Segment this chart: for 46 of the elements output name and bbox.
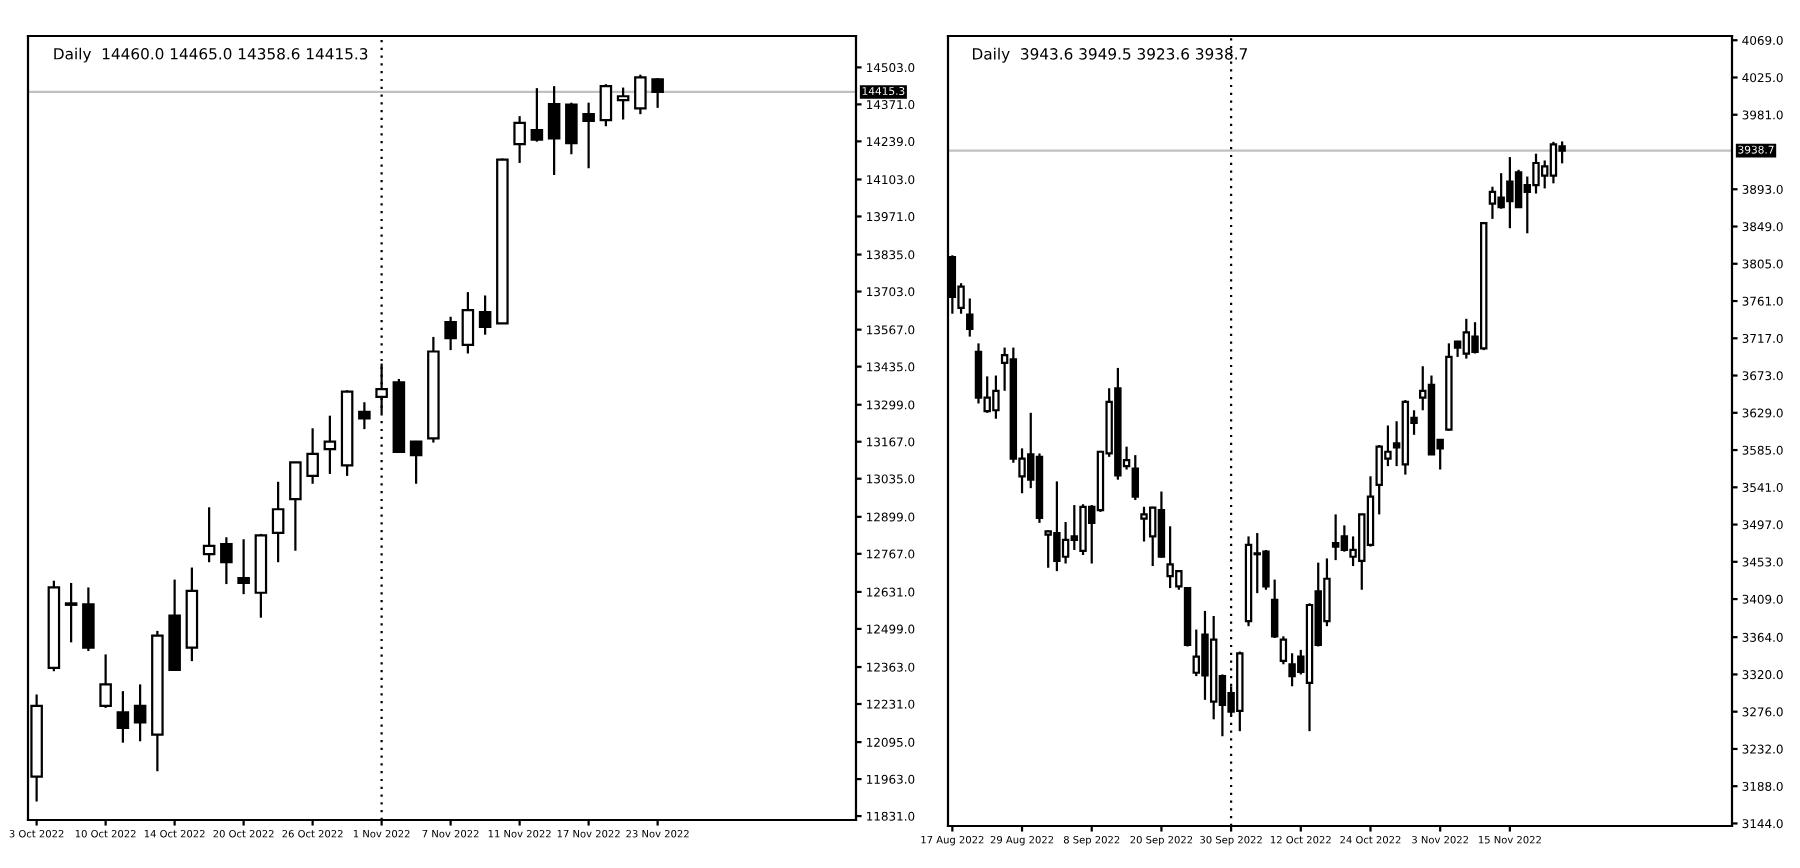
candlestick xyxy=(1270,578,1279,640)
candlestick xyxy=(478,294,492,336)
candlestick xyxy=(1262,548,1270,591)
candlestick xyxy=(1331,513,1340,562)
candlestick xyxy=(1340,524,1349,553)
candlestick xyxy=(1070,503,1079,552)
candlestick xyxy=(1061,520,1070,565)
candlestick xyxy=(82,586,95,653)
candlestick xyxy=(513,115,526,165)
candlestick xyxy=(461,290,475,355)
candlestick xyxy=(1157,490,1166,559)
candlestick xyxy=(99,653,112,710)
candlestick xyxy=(974,342,983,405)
candlestick xyxy=(634,73,647,116)
candlestick xyxy=(1488,185,1497,220)
candlestick xyxy=(271,480,285,564)
candlestick xyxy=(966,297,974,338)
candlestick xyxy=(651,76,664,109)
candlestick xyxy=(616,86,630,121)
candlestick xyxy=(599,83,613,128)
candlestick xyxy=(1148,505,1157,568)
candlestick xyxy=(1279,635,1288,666)
candlestick xyxy=(1201,609,1209,701)
candlestick xyxy=(202,506,216,564)
candlestick xyxy=(582,101,595,170)
candlestick xyxy=(409,439,423,485)
candlestick xyxy=(1549,140,1558,185)
candlestick xyxy=(323,414,337,476)
candlestick xyxy=(547,85,561,177)
candlestick xyxy=(1532,152,1540,195)
candlestick xyxy=(1079,503,1087,557)
candlestick xyxy=(64,581,78,644)
candlestick xyxy=(1462,317,1471,360)
candlestick xyxy=(220,536,233,586)
candlestick xyxy=(116,690,130,744)
candlestick xyxy=(1514,168,1523,209)
candlestick xyxy=(565,101,578,156)
candlestick xyxy=(237,538,250,596)
candlestick xyxy=(133,683,147,743)
candlestick xyxy=(289,460,302,552)
candlestick xyxy=(1140,505,1148,543)
candlestick xyxy=(530,87,544,143)
candlestick xyxy=(444,315,457,352)
candlestick xyxy=(1131,454,1140,502)
candlestick xyxy=(358,401,371,431)
candlestick xyxy=(306,427,319,485)
